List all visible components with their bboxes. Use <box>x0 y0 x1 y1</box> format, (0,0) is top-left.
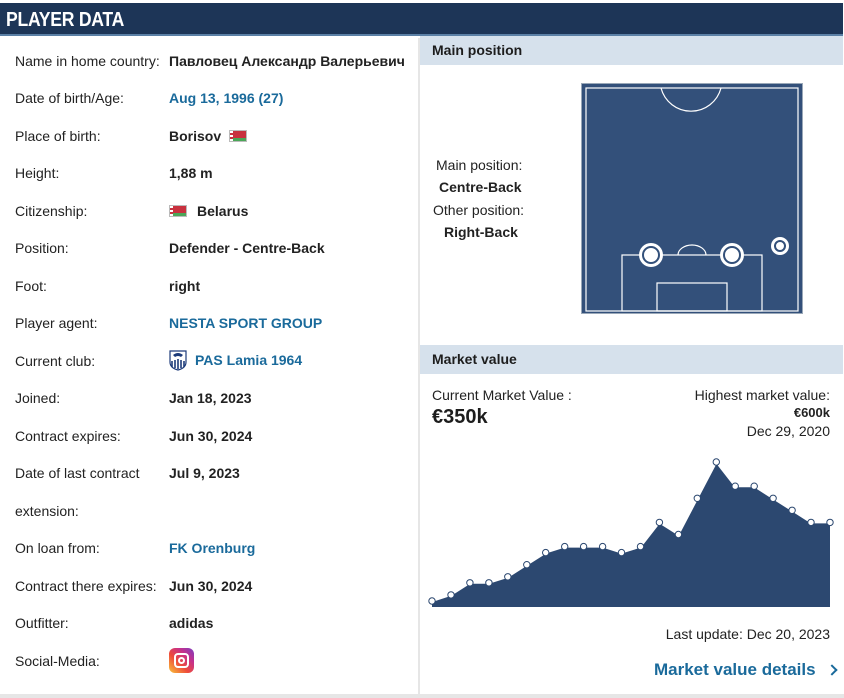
row-label-current-club: Current club: <box>15 353 96 369</box>
row-label-height: Height: <box>15 165 60 181</box>
birthplace-text: Borisov <box>169 128 222 144</box>
joined-value: Jan 18, 2023 <box>169 390 252 406</box>
current-market-value-label: Current Market Value : <box>432 387 572 403</box>
column-divider <box>418 38 420 694</box>
market-value-area <box>432 462 830 607</box>
market-value-point[interactable] <box>769 494 777 502</box>
citizenship-value: Belarus <box>169 203 248 219</box>
position-value: Defender - Centre-Back <box>169 240 325 256</box>
agent-link[interactable]: NESTA SPORT GROUP <box>169 315 323 331</box>
market-value-details-label: Market value details <box>654 660 816 679</box>
contract-expires-value: Jun 30, 2024 <box>169 428 253 444</box>
main-position-marker <box>639 243 663 267</box>
row-label-contract-expires: Contract expires: <box>15 428 121 444</box>
market-value-point[interactable] <box>447 591 455 599</box>
market-value-point[interactable] <box>523 561 531 569</box>
market-value-point[interactable] <box>617 548 626 557</box>
market-value-point[interactable] <box>504 573 512 581</box>
highest-market-value-label: Highest market value: <box>694 387 830 403</box>
dob-link[interactable]: Aug 13, 1996 (27) <box>169 90 284 106</box>
height-value: 1,88 m <box>169 165 213 181</box>
chevron-right-icon <box>825 664 838 676</box>
main-position-heading: Main position <box>420 36 843 65</box>
row-label-dob: Date of birth/Age: <box>15 90 124 106</box>
row-label-agent: Player agent: <box>15 315 98 331</box>
home-country-name: Павловец Александр Валерьевич <box>169 53 405 69</box>
row-label-birthplace: Place of birth: <box>15 128 101 144</box>
belarus-flag-icon <box>229 130 248 142</box>
market-value-point[interactable] <box>731 482 739 490</box>
instagram-icon[interactable] <box>169 648 194 673</box>
foot-value: right <box>169 278 201 294</box>
market-value-point[interactable] <box>542 548 550 557</box>
market-value-point[interactable] <box>788 506 796 514</box>
row-label-loan-from: On loan from: <box>15 540 100 556</box>
header-bar: PLAYER DATA <box>0 3 843 36</box>
current-club-link[interactable]: PAS Lamia 1964 <box>169 349 302 371</box>
market-value-chart-svg <box>428 458 834 607</box>
contract-there-value: Jun 30, 2024 <box>169 578 253 594</box>
market-value-point[interactable] <box>636 542 645 551</box>
row-label-social: Social-Media: <box>15 653 100 669</box>
other-position-label: Other position: <box>433 202 525 218</box>
position-pitch <box>581 83 803 314</box>
market-value-details-link[interactable]: Market value details <box>654 660 838 680</box>
market-value-point[interactable] <box>655 518 664 527</box>
row-label-last-extension-cont: extension: <box>15 503 79 519</box>
market-value-line <box>431 460 830 602</box>
loan-club-link[interactable]: FK Orenburg <box>169 540 256 556</box>
market-value-point[interactable] <box>485 579 493 587</box>
market-value-point[interactable] <box>579 542 588 551</box>
main-position-marker <box>720 243 744 267</box>
market-value-point[interactable] <box>712 458 720 466</box>
market-value-point[interactable] <box>750 482 758 490</box>
current-club-name: PAS Lamia 1964 <box>195 352 303 368</box>
row-label-contract-there: Contract there expires: <box>15 578 157 594</box>
market-value-heading: Market value <box>420 345 843 374</box>
main-position-value: Centre-Back <box>439 179 522 195</box>
market-value-point[interactable] <box>674 530 683 539</box>
place-of-birth: Borisov <box>169 128 248 144</box>
main-position-label: Main position: <box>436 157 523 173</box>
row-label-outfitter: Outfitter: <box>15 615 69 631</box>
page-title: PLAYER DATA <box>6 9 125 31</box>
row-label-home-name: Name in home country: <box>15 53 160 69</box>
social-media-links <box>169 648 194 673</box>
market-value-point[interactable] <box>561 542 569 551</box>
row-label-last-extension: Date of last contract <box>15 465 140 481</box>
pas-lamia-crest-icon <box>169 350 187 371</box>
current-market-value: €350k <box>432 406 488 428</box>
citizenship-text: Belarus <box>197 203 249 219</box>
other-position-value: Right-Back <box>444 224 518 240</box>
bottom-border <box>0 694 844 698</box>
row-label-citizenship: Citizenship: <box>15 203 88 219</box>
pitch-diagram <box>585 87 799 312</box>
last-extension-value: Jul 9, 2023 <box>169 465 240 481</box>
highest-market-value: €600k <box>793 405 830 420</box>
market-value-point[interactable] <box>826 518 834 527</box>
market-value-point[interactable] <box>428 597 436 605</box>
market-value-point[interactable] <box>693 494 701 502</box>
outfitter-value: adidas <box>169 615 214 631</box>
last-update-text: Last update: Dec 20, 2023 <box>665 626 830 642</box>
belarus-flag-icon <box>169 205 187 217</box>
market-value-chart[interactable] <box>420 450 843 620</box>
row-label-foot: Foot: <box>15 278 47 294</box>
row-label-position: Position: <box>15 240 69 256</box>
other-position-marker <box>771 237 789 255</box>
market-value-point[interactable] <box>466 579 474 587</box>
market-value-point[interactable] <box>598 542 607 551</box>
market-value-point[interactable] <box>807 518 815 527</box>
row-label-joined: Joined: <box>15 390 61 406</box>
highest-market-value-date: Dec 29, 2020 <box>746 423 830 439</box>
